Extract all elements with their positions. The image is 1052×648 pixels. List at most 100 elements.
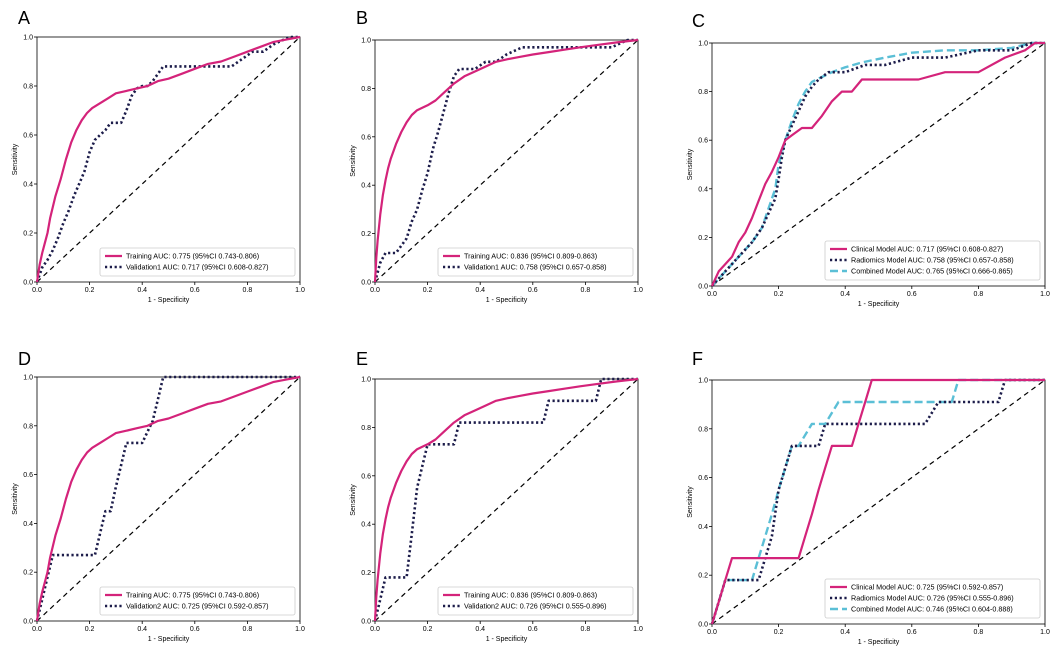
panel-f-xtick-label: 0.8 xyxy=(974,629,984,636)
panel-b: B 0.0 0.2 0.4 0.6 0.8 1.0 0.0 0.2 0.4 0.6 0.8 1.0 1 -… xyxy=(350,8,643,304)
panel-b-ytick-label: 0.8 xyxy=(361,86,371,93)
panel-f-legend-entry-1: Clinical Model AUC: 0.725 (95%CI 0.592-0… xyxy=(851,583,1003,592)
panel-a-ytick-label: 0.0 xyxy=(23,280,33,287)
panel-d-legend-box xyxy=(99,586,296,616)
panel-d-xtick-label: 0.6 xyxy=(190,626,200,633)
panel-c-legend-entry-2: Radiomics Model AUC: 0.758 (95%CI 0.657-… xyxy=(851,256,1014,265)
panel-b-series-2-line xyxy=(373,38,638,283)
panel-e-xtick-label: 0.8 xyxy=(581,626,591,633)
panel-c-legend-box xyxy=(824,240,1041,281)
panel-b-legend: Training AUC: 0.836 (95%CI 0.809-0.863) V… xyxy=(437,247,634,277)
panel-e-label: E xyxy=(356,349,368,369)
panel-c-ytick-label: 0.4 xyxy=(698,186,708,193)
panel-e-series-1-line xyxy=(373,377,639,622)
panel-d-ytick-label: 1.0 xyxy=(23,375,33,382)
panel-b-reference-diagonal xyxy=(374,39,639,283)
panel-f-ytick-label: 0.0 xyxy=(698,622,708,629)
panel-f-xtick-label: 0.2 xyxy=(774,629,784,636)
panel-c-frame xyxy=(711,42,1046,287)
panel-e-legend-entry-1: Training AUC: 0.836 (95%CI 0.809-0.863) xyxy=(464,591,597,600)
panel-b-frame xyxy=(374,39,639,283)
panel-d-ytick-label: 0.6 xyxy=(23,472,33,479)
panel-b-label: B xyxy=(356,8,368,28)
panel-b-legend-box xyxy=(437,247,634,277)
panel-b-ylabel: Sensitivity xyxy=(350,145,357,177)
panel-f-xtick-label: 1.0 xyxy=(1040,629,1050,636)
panel-f-ytick-label: 0.4 xyxy=(698,524,708,531)
panel-b-xtick-label: 0.4 xyxy=(475,287,485,294)
panel-f-xtick-label: 0.0 xyxy=(707,629,717,636)
panel-c-series-1-line xyxy=(711,41,1045,287)
panel-d-xtick-label: 0.4 xyxy=(137,626,147,633)
panel-f-ylabel: Sensitivity xyxy=(687,486,694,518)
panel-c: C 0.0 0.2 0.4 0.6 0.8 1.0 0.0 0.2 0.4 0.6 0.8 1.0 1 -… xyxy=(687,11,1050,308)
panel-a-xtick-label: 0.2 xyxy=(85,287,95,294)
panel-d-frame xyxy=(36,376,301,622)
panel-d-legend: Training AUC: 0.775 (95%CI 0.743-0.806) V… xyxy=(99,586,296,616)
panel-c-label: C xyxy=(692,11,705,31)
panel-a-xtick-label: 0.0 xyxy=(32,287,42,294)
panel-b-xtick-label: 0.0 xyxy=(370,287,380,294)
panel-c-ytick-label: 1.0 xyxy=(698,41,708,48)
panel-b-xtick-label: 0.2 xyxy=(423,287,433,294)
panel-d-series-2-line xyxy=(35,375,300,622)
panel-b-xtick-label: 0.6 xyxy=(528,287,538,294)
panel-e-xtick-label: 1.0 xyxy=(633,626,643,633)
panel-f-xtick-label: 0.6 xyxy=(907,629,917,636)
panel-f-xlabel: 1 - Specificity xyxy=(858,639,900,646)
panel-f-ytick-label: 0.8 xyxy=(698,426,708,433)
panel-b-legend-entry-2: Validation1 AUC: 0.758 (95%CI 0.657-0.85… xyxy=(464,263,607,272)
panel-f: F 0.0 0.2 0.4 0.6 0.8 1.0 0.0 0.2 0.4 0.6 0.8 1.0 1 -… xyxy=(687,349,1050,646)
panel-c-series-2-line xyxy=(711,41,1045,287)
panel-b-ytick-label: 1.0 xyxy=(361,38,371,45)
panel-f-reference-diagonal xyxy=(711,379,1046,625)
panel-d-xtick-label: 1.0 xyxy=(295,626,305,633)
panel-a-ylabel: Sensitivity xyxy=(12,143,19,175)
panel-b-ytick-label: 0.4 xyxy=(361,183,371,190)
panel-e-xtick-label: 0.0 xyxy=(370,626,380,633)
panel-b-ytick-label: 0.6 xyxy=(361,134,371,141)
panel-c-ytick-label: 0.0 xyxy=(698,284,708,291)
panel-f-label: F xyxy=(692,349,703,369)
panel-d-xtick-label: 0.8 xyxy=(243,626,253,633)
panel-f-xtick-label: 0.4 xyxy=(840,629,850,636)
panel-a-series-1-line xyxy=(35,35,301,283)
panel-c-legend-entry-3: Combined Model AUC: 0.765 (95%CI 0.666-0… xyxy=(851,267,1013,276)
panel-d-ytick-label: 0.4 xyxy=(23,521,33,528)
panel-d-series-1-line xyxy=(35,375,301,622)
panel-c-ytick-label: 0.2 xyxy=(698,235,708,242)
panel-c-xlabel: 1 - Specificity xyxy=(858,301,900,308)
panel-c-ylabel: Sensitivity xyxy=(687,148,694,180)
panel-c-xtick-label: 0.8 xyxy=(974,291,984,298)
panel-a-xtick-label: 0.8 xyxy=(243,287,253,294)
panel-a-legend-entry-2: Validation1 AUC: 0.717 (95%CI 0.608-0.82… xyxy=(126,263,269,272)
panel-b-legend-entry-1: Training AUC: 0.836 (95%CI 0.809-0.863) xyxy=(464,252,597,261)
panel-e-ytick-label: 0.0 xyxy=(361,619,371,626)
panel-b-series-1-line xyxy=(373,38,639,283)
panel-b-xlabel: 1 - Specificity xyxy=(486,297,528,304)
panel-a-legend-box xyxy=(99,247,296,277)
panel-d-legend-entry-2: Validation2 AUC: 0.725 (95%CI 0.592-0.85… xyxy=(126,602,269,611)
panel-e-reference-diagonal xyxy=(374,378,639,622)
panel-c-xtick-label: 1.0 xyxy=(1040,291,1050,298)
panel-e-xlabel: 1 - Specificity xyxy=(486,636,528,643)
panel-d: D 0.0 0.2 0.4 0.6 0.8 1.0 0.0 0.2 0.4 0.6 0.8 1.0 1 -… xyxy=(12,349,305,643)
panel-a-xtick-label: 0.4 xyxy=(137,287,147,294)
panel-e-legend: Training AUC: 0.836 (95%CI 0.809-0.863) V… xyxy=(437,586,634,616)
panel-a-legend: Training AUC: 0.775 (95%CI 0.743-0.806) V… xyxy=(99,247,296,277)
panel-e-ylabel: Sensitivity xyxy=(350,484,357,516)
panel-a-ytick-label: 0.2 xyxy=(23,231,33,238)
panel-c-legend-entry-1: Clinical Model AUC: 0.717 (95%CI 0.608-0… xyxy=(851,245,1003,254)
panel-b-xtick-label: 1.0 xyxy=(633,287,643,294)
panel-e-ytick-label: 0.2 xyxy=(361,570,371,577)
panel-a-series-2-line xyxy=(35,35,300,283)
panel-f-ytick-label: 1.0 xyxy=(698,378,708,385)
panel-a: A 0.0 0.2 0.4 0.6 0.8 1.0 0.0 0.2 0.4 0.6 0.8 1.0 1 -… xyxy=(12,8,305,304)
panel-e-series-2-line xyxy=(373,377,638,622)
panel-f-ytick-label: 0.6 xyxy=(698,475,708,482)
panel-e-xtick-label: 0.4 xyxy=(475,626,485,633)
panel-f-legend: Clinical Model AUC: 0.725 (95%CI 0.592-0… xyxy=(824,578,1041,619)
panel-a-label: A xyxy=(18,8,30,28)
panel-e-legend-box xyxy=(437,586,634,616)
